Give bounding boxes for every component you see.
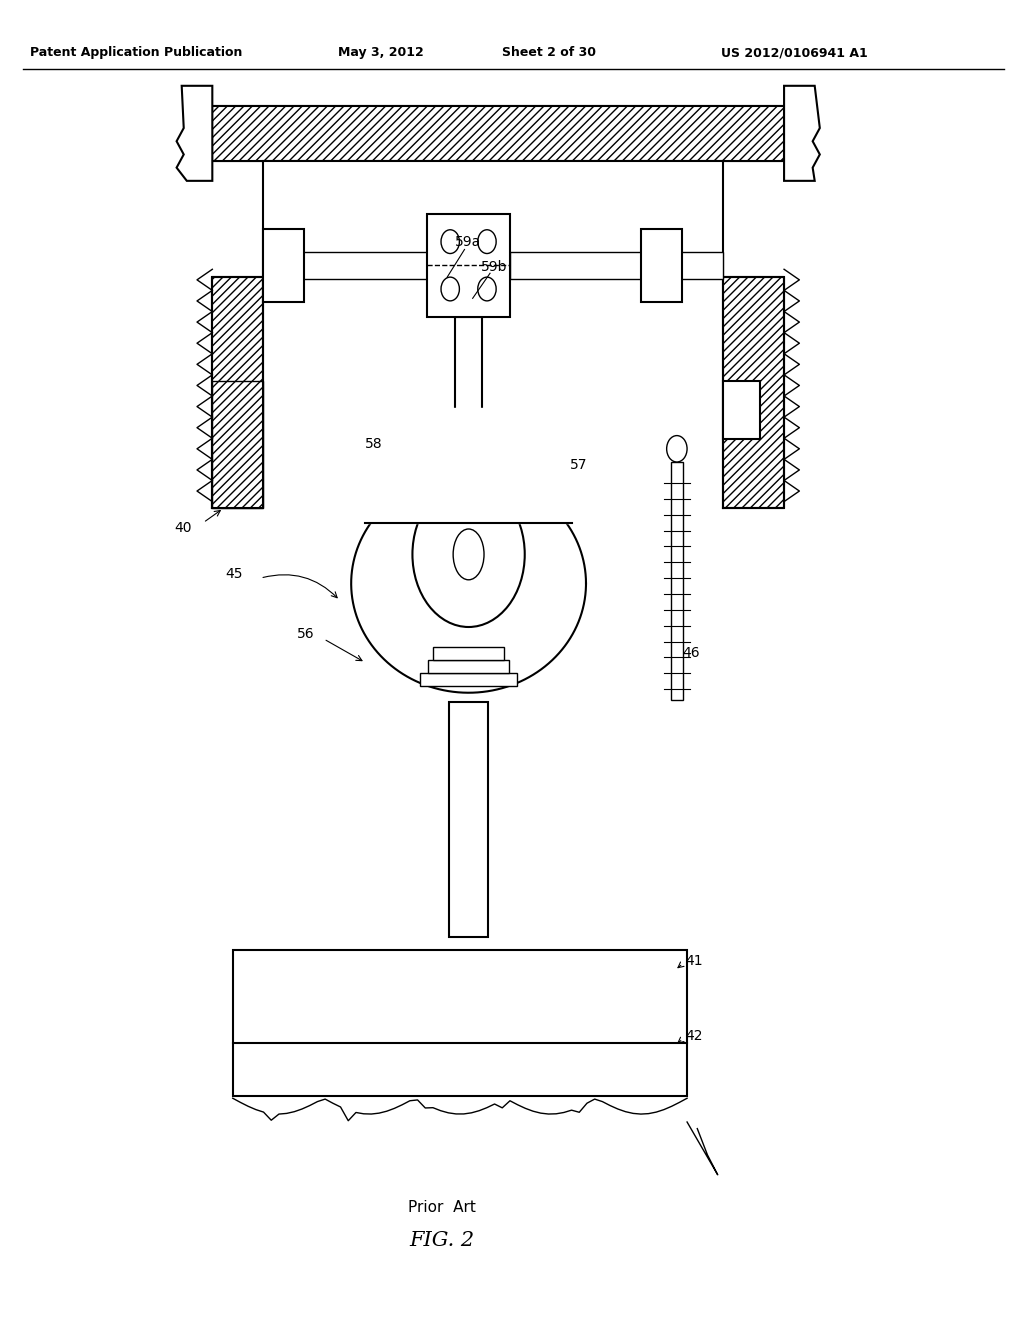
- Text: 42: 42: [685, 1030, 702, 1043]
- Bar: [428, 660, 509, 673]
- Bar: [450, 702, 488, 937]
- Bar: [456, 317, 482, 475]
- Text: 41: 41: [685, 954, 702, 968]
- Text: Patent Application Publication: Patent Application Publication: [30, 46, 242, 59]
- Bar: [433, 647, 505, 660]
- Circle shape: [413, 482, 524, 627]
- Text: 59a: 59a: [456, 235, 481, 248]
- Bar: [420, 673, 517, 686]
- Bar: [212, 381, 263, 508]
- Bar: [641, 228, 682, 301]
- Bar: [263, 228, 304, 301]
- Text: 46: 46: [682, 647, 699, 660]
- Text: Sheet 2 of 30: Sheet 2 of 30: [502, 46, 596, 59]
- Circle shape: [441, 277, 460, 301]
- Bar: [447, 475, 489, 488]
- Bar: [263, 161, 723, 277]
- Text: 58: 58: [366, 437, 383, 450]
- Bar: [723, 277, 784, 508]
- Bar: [212, 277, 263, 508]
- Bar: [232, 950, 687, 1096]
- Polygon shape: [339, 408, 598, 523]
- Circle shape: [667, 436, 687, 462]
- Polygon shape: [176, 86, 212, 181]
- Text: Prior  Art: Prior Art: [409, 1200, 476, 1216]
- Polygon shape: [351, 474, 586, 693]
- Bar: [510, 252, 723, 279]
- Text: 57: 57: [569, 458, 587, 471]
- Bar: [212, 106, 784, 161]
- Text: 45: 45: [225, 568, 243, 581]
- Text: 59b: 59b: [481, 260, 507, 273]
- Polygon shape: [784, 86, 820, 181]
- Bar: [723, 381, 760, 438]
- Text: FIG. 2: FIG. 2: [410, 1232, 474, 1250]
- Text: 56: 56: [297, 627, 314, 640]
- Ellipse shape: [454, 529, 484, 579]
- Bar: [263, 252, 427, 279]
- Circle shape: [478, 230, 497, 253]
- Bar: [671, 462, 683, 700]
- Bar: [427, 214, 510, 317]
- Circle shape: [441, 230, 460, 253]
- Text: 40: 40: [174, 521, 191, 535]
- Circle shape: [478, 277, 497, 301]
- Text: US 2012/0106941 A1: US 2012/0106941 A1: [721, 46, 867, 59]
- Text: May 3, 2012: May 3, 2012: [338, 46, 424, 59]
